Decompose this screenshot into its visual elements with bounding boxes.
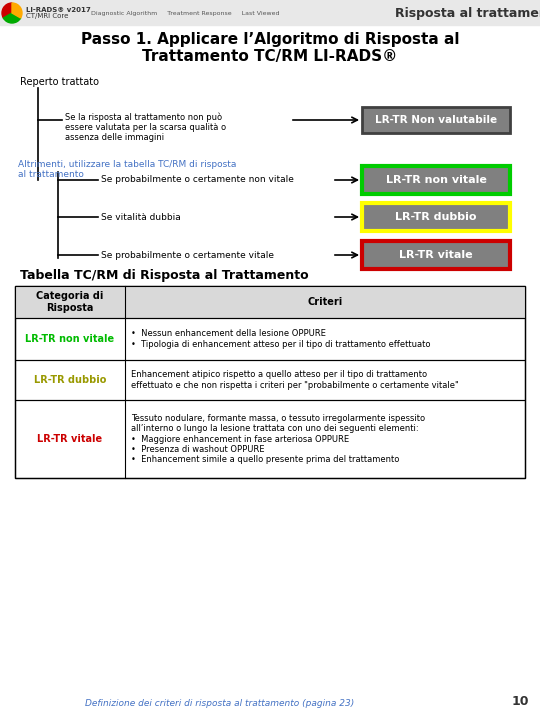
FancyBboxPatch shape	[362, 241, 510, 269]
Text: •  Nessun enhancement della lesione OPPURE
•  Tipologia di enhancement atteso pe: • Nessun enhancement della lesione OPPUR…	[131, 329, 430, 348]
Text: LR-TR non vitale: LR-TR non vitale	[25, 334, 114, 344]
Text: LR-TR vitale: LR-TR vitale	[37, 434, 103, 444]
Text: Categoria di
Risposta: Categoria di Risposta	[36, 291, 104, 312]
Wedge shape	[3, 13, 21, 23]
Text: Se la risposta al trattamento non può
essere valutata per la scarsa qualità o
as: Se la risposta al trattamento non può es…	[65, 112, 226, 143]
Bar	[15, 286, 525, 318]
Text: Risposta al trattamento: Risposta al trattamento	[395, 6, 540, 19]
Text: 10: 10	[511, 695, 529, 708]
Bar	[15, 360, 525, 400]
Text: Definizione dei criteri di risposta al trattamento (pagina 23): Definizione dei criteri di risposta al t…	[85, 699, 355, 708]
Text: LR-TR vitale: LR-TR vitale	[399, 250, 473, 260]
Text: LR-TR dubbio: LR-TR dubbio	[34, 375, 106, 385]
FancyBboxPatch shape	[362, 166, 510, 194]
Text: LR-TR non vitale: LR-TR non vitale	[386, 175, 487, 185]
Text: Tabella TC/RM di Risposta al Trattamento: Tabella TC/RM di Risposta al Trattamento	[20, 269, 309, 282]
FancyBboxPatch shape	[362, 107, 510, 133]
Text: Reperto trattato: Reperto trattato	[20, 77, 99, 87]
Text: Tessuto nodulare, formante massa, o tessuto irregolarmente ispessito
all’interno: Tessuto nodulare, formante massa, o tess…	[131, 414, 425, 464]
Bar	[0, 0, 540, 25]
Text: Diagnostic Algorithm     Treatment Response     Last Viewed: Diagnostic Algorithm Treatment Response …	[91, 11, 279, 16]
Text: Passo 1. Applicare l’Algoritmo di Risposta al
Trattamento TC/RM LI-RADS®: Passo 1. Applicare l’Algoritmo di Rispos…	[81, 32, 459, 64]
Bar	[15, 286, 525, 478]
Text: CT/MRI Core: CT/MRI Core	[26, 13, 69, 19]
Text: Enhancement atipico rispetto a quello atteso per il tipo di trattamento
effettua: Enhancement atipico rispetto a quello at…	[131, 370, 459, 390]
Bar	[15, 400, 525, 478]
Text: Se vitalità dubbia: Se vitalità dubbia	[101, 212, 181, 222]
Text: Se probabilmente o certamente vitale: Se probabilmente o certamente vitale	[101, 251, 274, 259]
Text: Criteri: Criteri	[307, 297, 342, 307]
Bar	[15, 318, 525, 360]
Text: LI-RADS® v2017: LI-RADS® v2017	[26, 7, 91, 13]
Text: Altrimenti, utilizzare la tabella TC/RM di risposta
al trattamento: Altrimenti, utilizzare la tabella TC/RM …	[18, 160, 237, 179]
Text: LR-TR Non valutabile: LR-TR Non valutabile	[375, 115, 497, 125]
Text: LR-TR dubbio: LR-TR dubbio	[395, 212, 477, 222]
FancyBboxPatch shape	[362, 203, 510, 231]
Wedge shape	[2, 3, 12, 18]
Text: Se probabilmente o certamente non vitale: Se probabilmente o certamente non vitale	[101, 176, 294, 184]
Wedge shape	[12, 3, 22, 18]
